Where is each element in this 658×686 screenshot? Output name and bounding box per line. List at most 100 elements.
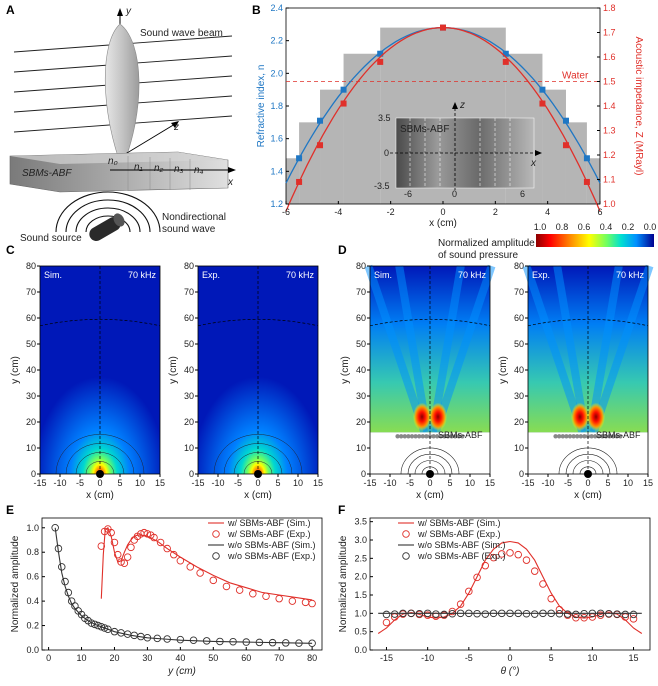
map-freq: 70 kHz bbox=[616, 270, 645, 280]
series-marker bbox=[163, 544, 171, 553]
y-tick-label: 0 bbox=[361, 469, 366, 479]
series-marker bbox=[97, 623, 106, 631]
sbm-label: SBMs-ABF bbox=[22, 168, 72, 179]
series-marker bbox=[114, 550, 122, 559]
x-tick-label: 15 bbox=[643, 478, 653, 488]
z-axis-arrow bbox=[121, 123, 176, 157]
y-tick-label: 0.5 bbox=[354, 627, 367, 637]
x-axis-label: x (cm) bbox=[416, 490, 444, 501]
map-freq: 70 kHz bbox=[286, 270, 315, 280]
series-marker bbox=[163, 635, 171, 643]
legend-label: w/o SBMs-ABF (Sim.) bbox=[227, 540, 316, 550]
colorbar-tick: 1.0 bbox=[534, 222, 547, 232]
sbm-cell bbox=[582, 434, 587, 439]
x-tick-label: -15 bbox=[363, 478, 376, 488]
y-tick-label: 10 bbox=[514, 443, 524, 453]
schematic: y Sound wave beam z x SBMs-ABF n₀ n₁ n₂ … bbox=[9, 6, 236, 244]
y-tick-label: 10 bbox=[356, 443, 366, 453]
y-tick-label: 2.2 bbox=[270, 36, 283, 46]
series-marker bbox=[117, 558, 125, 566]
plot-frame bbox=[369, 517, 651, 651]
series-marker bbox=[317, 117, 324, 124]
x-tick-label: 0 bbox=[255, 478, 260, 488]
map-tag: Sim. bbox=[44, 270, 62, 280]
x-tick-label: -15 bbox=[521, 478, 534, 488]
y-tick-label: 70 bbox=[26, 287, 36, 297]
series-marker bbox=[514, 609, 522, 618]
arc-guide bbox=[39, 318, 161, 327]
x-tick-label: 10 bbox=[77, 653, 87, 663]
y-tick-label: 70 bbox=[356, 287, 366, 297]
y-tick-label: 50 bbox=[184, 339, 194, 349]
colorbar-title-1: Normalized amplitude bbox=[438, 238, 535, 249]
y-tick-label: 1.0 bbox=[26, 523, 39, 533]
x-tick-label: 10 bbox=[465, 478, 475, 488]
series-marker bbox=[196, 569, 204, 577]
y-tick-label: 1.8 bbox=[270, 101, 283, 111]
x-tick-label: -5 bbox=[406, 478, 414, 488]
x-tick-label: -10 bbox=[53, 478, 66, 488]
series-marker bbox=[583, 155, 590, 162]
x-tick-label: 30 bbox=[142, 653, 152, 663]
x-tick-label: 15 bbox=[629, 653, 639, 663]
sbm-cell bbox=[406, 434, 411, 439]
series-marker bbox=[621, 610, 630, 619]
series-marker bbox=[563, 610, 572, 618]
series-marker bbox=[506, 549, 514, 557]
z-arrow-head-icon bbox=[171, 121, 179, 128]
y-tick-label: 3.5 bbox=[354, 517, 367, 527]
sbm-cell bbox=[442, 434, 447, 439]
inset-z-arrow-icon bbox=[452, 102, 458, 109]
sbm-cell bbox=[603, 434, 609, 439]
series-marker bbox=[127, 543, 135, 552]
series-marker bbox=[629, 615, 638, 623]
y-tick-label: 50 bbox=[26, 339, 36, 349]
y-tick-label: 30 bbox=[514, 391, 524, 401]
x-tick-label: 0 bbox=[507, 653, 512, 663]
y-axis-label: y (cm) bbox=[168, 356, 179, 384]
sbm-cell bbox=[589, 434, 594, 439]
x-tick-label: 5 bbox=[549, 653, 554, 663]
legend-label: w/ SBMs-ABF (Sim.) bbox=[227, 518, 311, 528]
pressure-maps: Sim. 70 kHz-15 -10 -5 0 5 10 150102030405060708… bbox=[10, 261, 654, 501]
x-arrow-head-icon bbox=[228, 167, 236, 173]
series-marker bbox=[448, 609, 457, 618]
x-tick-label: 70 bbox=[274, 653, 284, 663]
y-tick-label: 30 bbox=[26, 391, 36, 401]
legend-label: w/o SBMs-ABF (Exp.) bbox=[417, 551, 506, 561]
y-tick-label: 20 bbox=[26, 417, 36, 427]
series-marker bbox=[562, 117, 569, 124]
series-marker bbox=[547, 594, 555, 603]
series-marker bbox=[242, 638, 250, 646]
iso-arc bbox=[565, 453, 611, 475]
series-marker bbox=[465, 587, 473, 596]
beam-label: Sound wave beam bbox=[140, 28, 223, 39]
y-tick-label: 0.0 bbox=[354, 645, 367, 655]
series-marker bbox=[498, 550, 506, 558]
series-marker bbox=[596, 609, 605, 618]
axis-y-label: y bbox=[125, 6, 132, 17]
y-axis-label: Normalized amplitude bbox=[338, 535, 349, 632]
panel-label-c: C bbox=[6, 243, 15, 257]
series-marker bbox=[296, 178, 303, 185]
series-marker bbox=[268, 638, 277, 647]
step-block bbox=[586, 158, 600, 204]
series-marker bbox=[104, 625, 112, 633]
y-tick-label: 70 bbox=[184, 287, 194, 297]
series-marker bbox=[399, 609, 407, 618]
series-marker bbox=[423, 611, 432, 619]
colorbar-tick: 0.2 bbox=[622, 222, 635, 232]
series-marker bbox=[440, 24, 446, 31]
n2-label: n₂ bbox=[154, 163, 164, 174]
series-marker bbox=[58, 563, 66, 571]
x-tick-label: -4 bbox=[334, 207, 342, 217]
series-marker bbox=[481, 561, 490, 570]
legend-label: w/ SBMs-ABF (Sim.) bbox=[417, 518, 501, 528]
series-marker bbox=[123, 553, 132, 561]
series-marker bbox=[90, 620, 99, 629]
map-d1: SBMs-ABF Sim. 70 kHz -15 -10 -5 0 5 10 15 0 10 20 30 4… bbox=[340, 261, 496, 501]
inset-ytick-2: 0 bbox=[384, 148, 389, 158]
y-tick-label: 60 bbox=[514, 313, 524, 323]
series-marker bbox=[61, 577, 69, 586]
